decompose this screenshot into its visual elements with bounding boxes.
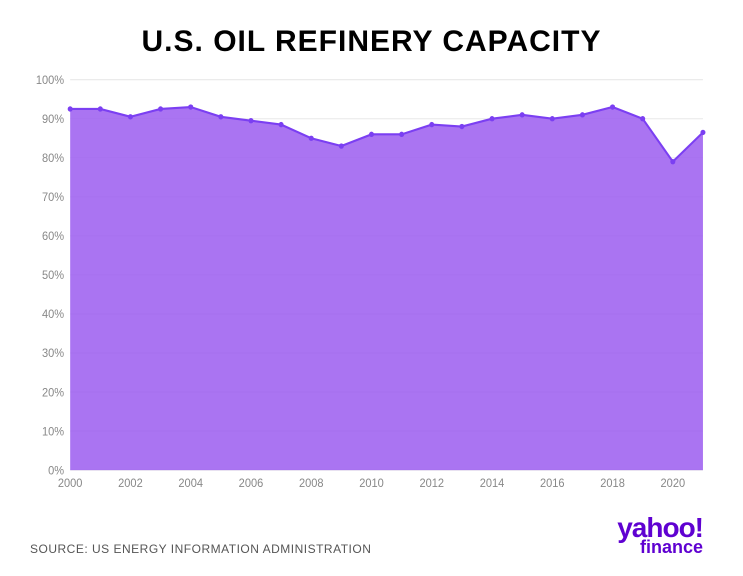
logo-sub-text: finance [640, 538, 703, 556]
chart-footer: SOURCE: US ENERGY INFORMATION ADMINISTRA… [30, 515, 713, 556]
data-marker [128, 114, 133, 119]
data-marker [490, 116, 495, 121]
x-axis-label: 2012 [419, 478, 444, 490]
yahoo-finance-logo: yahoo! finance [617, 515, 703, 556]
chart-area: 0% 10% 20% 30% 40% 50% 60% 70% 80% 90% 100% 2000 200… [30, 69, 713, 497]
y-axis-label: 20% [42, 387, 64, 399]
y-axis-label: 70% [42, 192, 64, 204]
data-marker [610, 104, 615, 109]
x-axis-label: 2004 [178, 478, 203, 490]
y-axis-label: 30% [42, 348, 64, 360]
y-axis-label: 50% [42, 270, 64, 282]
data-marker [459, 124, 464, 129]
data-marker [369, 132, 374, 137]
y-axis-label: 80% [42, 153, 64, 165]
data-marker [218, 114, 223, 119]
data-marker [68, 106, 73, 111]
data-marker [399, 132, 404, 137]
x-axis-label: 2016 [540, 478, 565, 490]
data-marker [700, 130, 705, 135]
data-marker [98, 106, 103, 111]
x-axis-label: 2000 [58, 478, 83, 490]
source-text: SOURCE: US ENERGY INFORMATION ADMINISTRA… [30, 542, 371, 556]
chart-title: U.S. OIL REFINERY CAPACITY [30, 25, 713, 59]
data-marker [580, 112, 585, 117]
x-axis-label: 2010 [359, 478, 384, 490]
y-axis-label: 0% [48, 465, 64, 477]
y-axis-label: 10% [42, 426, 64, 438]
x-axis-label: 2008 [299, 478, 324, 490]
data-marker [520, 112, 525, 117]
y-axis-label: 40% [42, 309, 64, 321]
chart-svg: 0% 10% 20% 30% 40% 50% 60% 70% 80% 90% 100% 2000 200… [30, 69, 713, 497]
area-fill [70, 107, 703, 470]
y-axis-label: 90% [42, 114, 64, 126]
data-marker [248, 118, 253, 123]
data-marker [158, 106, 163, 111]
data-marker [550, 116, 555, 121]
x-axis-label: 2002 [118, 478, 143, 490]
data-marker [429, 122, 434, 127]
x-axis-label: 2006 [239, 478, 264, 490]
data-marker [279, 122, 284, 127]
data-marker [188, 104, 193, 109]
data-marker [670, 159, 675, 164]
x-axis-label: 2014 [480, 478, 505, 490]
data-marker [309, 136, 314, 141]
data-marker [640, 116, 645, 121]
data-marker [339, 143, 344, 148]
chart-container: U.S. OIL REFINERY CAPACITY 0% 10% 20% 30% 40… [0, 0, 743, 576]
x-axis-label: 2018 [600, 478, 625, 490]
y-axis-label: 100% [36, 75, 64, 87]
y-axis-label: 60% [42, 231, 64, 243]
x-axis-label: 2020 [661, 478, 686, 490]
